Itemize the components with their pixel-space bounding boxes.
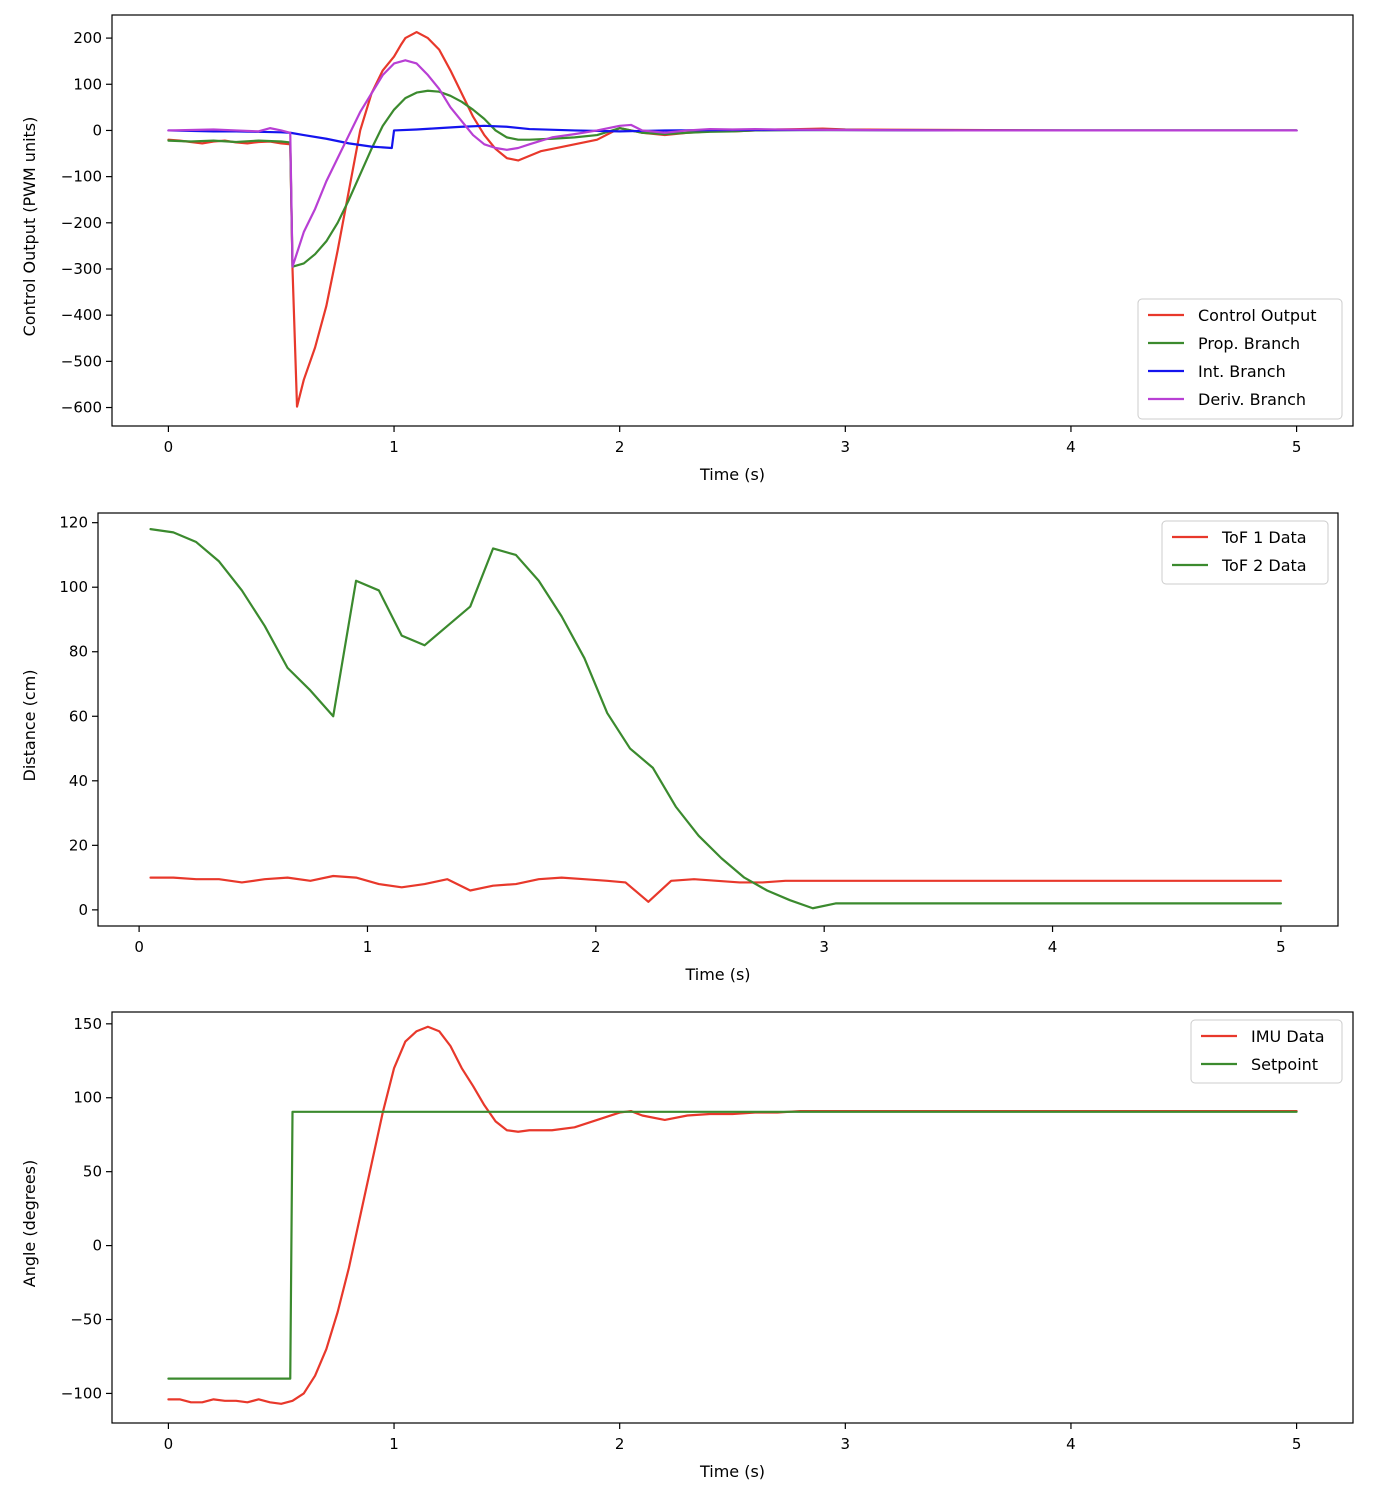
y-tick-label: −100 xyxy=(61,1384,102,1402)
series-line-deriv-branch xyxy=(167,59,1298,268)
x-tick-label: 5 xyxy=(1292,438,1302,456)
x-tick-label: 3 xyxy=(841,438,851,456)
x-tick-label: 5 xyxy=(1292,1435,1302,1453)
x-tick-label: 2 xyxy=(615,1435,625,1453)
y-tick-label: 60 xyxy=(69,707,88,725)
legend-label: Prop. Branch xyxy=(1198,334,1300,353)
y-tick-label: 40 xyxy=(69,772,88,790)
legend: IMU Data Setpoint xyxy=(1190,1019,1343,1084)
series-line-tof-1-data xyxy=(149,874,1283,903)
axes-frame xyxy=(97,512,1339,927)
y-tick-label: 150 xyxy=(73,1015,102,1033)
legend-label: Int. Branch xyxy=(1198,362,1286,381)
x-tick-label: 3 xyxy=(841,1435,851,1453)
chart-2: 0 1 2 3 4 5 0 20 40 60 80 100 120 Time (s) Distance (c… xyxy=(20,512,1339,984)
chart-1: 0 1 2 3 4 5 −600 −500 −400 −300 −200 −100 0 100 200 Tim… xyxy=(20,14,1354,484)
y-tick-label: 0 xyxy=(92,121,102,139)
y-tick-label: 100 xyxy=(73,75,102,93)
x-tick-label: 4 xyxy=(1048,938,1058,956)
x-tick-label: 0 xyxy=(164,438,174,456)
x-axis-label: Time (s) xyxy=(699,1462,765,1481)
series-line-control-output xyxy=(167,30,1298,408)
y-tick-label: −50 xyxy=(70,1311,102,1329)
x-tick-label: 0 xyxy=(164,1435,174,1453)
plot-area xyxy=(167,1025,1298,1405)
plot-area xyxy=(167,30,1298,408)
y-axis-label: Angle (degrees) xyxy=(20,1160,39,1288)
x-tick-label: 1 xyxy=(389,438,399,456)
x-axis-label: Time (s) xyxy=(699,465,765,484)
legend-label: Control Output xyxy=(1198,306,1317,325)
series-line-imu-data xyxy=(167,1025,1298,1405)
y-tick-label: 200 xyxy=(73,29,102,47)
y-tick-label: 20 xyxy=(69,836,88,854)
legend-label: Setpoint xyxy=(1251,1055,1318,1074)
legend-label: Deriv. Branch xyxy=(1198,390,1306,409)
x-tick-label: 2 xyxy=(615,438,625,456)
legend-label: ToF 2 Data xyxy=(1221,556,1307,575)
y-tick-label: −100 xyxy=(61,168,102,186)
series-line-tof-2-data xyxy=(149,528,1283,910)
y-tick-label: −200 xyxy=(61,214,102,232)
x-tick-label: 4 xyxy=(1066,438,1076,456)
y-tick-label: 100 xyxy=(59,578,88,596)
x-tick-label: 0 xyxy=(134,938,144,956)
x-tick-label: 2 xyxy=(591,938,601,956)
legend: ToF 1 Data ToF 2 Data xyxy=(1161,520,1329,585)
x-axis-label: Time (s) xyxy=(684,965,750,984)
y-tick-label: 80 xyxy=(69,643,88,661)
legend: Control Output Prop. Branch Int. Branch Der… xyxy=(1137,298,1343,420)
legend-box xyxy=(1137,298,1343,420)
y-tick-label: −600 xyxy=(61,399,102,417)
y-tick-label: −300 xyxy=(61,260,102,278)
chart-3: 0 1 2 3 4 5 −100 −50 0 50 100 150 Time (s) Angle (deg… xyxy=(20,1011,1354,1481)
x-tick-label: 4 xyxy=(1066,1435,1076,1453)
y-tick-label: −500 xyxy=(61,352,102,370)
y-tick-label: −400 xyxy=(61,306,102,324)
plot-area xyxy=(149,528,1283,910)
y-axis-label: Control Output (PWM units) xyxy=(20,117,39,337)
y-tick-label: 0 xyxy=(92,1237,102,1255)
x-tick-label: 1 xyxy=(389,1435,399,1453)
series-line-prop-branch xyxy=(167,89,1298,268)
y-tick-label: 0 xyxy=(78,901,88,919)
axes-frame xyxy=(111,14,1354,427)
y-tick-label: 50 xyxy=(83,1163,102,1181)
y-tick-label: 120 xyxy=(59,514,88,532)
series-line-setpoint xyxy=(167,1110,1298,1380)
x-tick-label: 5 xyxy=(1276,938,1286,956)
y-axis-label: Distance (cm) xyxy=(20,670,39,782)
x-tick-label: 1 xyxy=(363,938,373,956)
y-tick-label: 100 xyxy=(73,1089,102,1107)
legend-label: ToF 1 Data xyxy=(1221,528,1307,547)
axes-frame xyxy=(111,1011,1354,1424)
x-tick-label: 3 xyxy=(819,938,829,956)
legend-label: IMU Data xyxy=(1251,1027,1325,1046)
